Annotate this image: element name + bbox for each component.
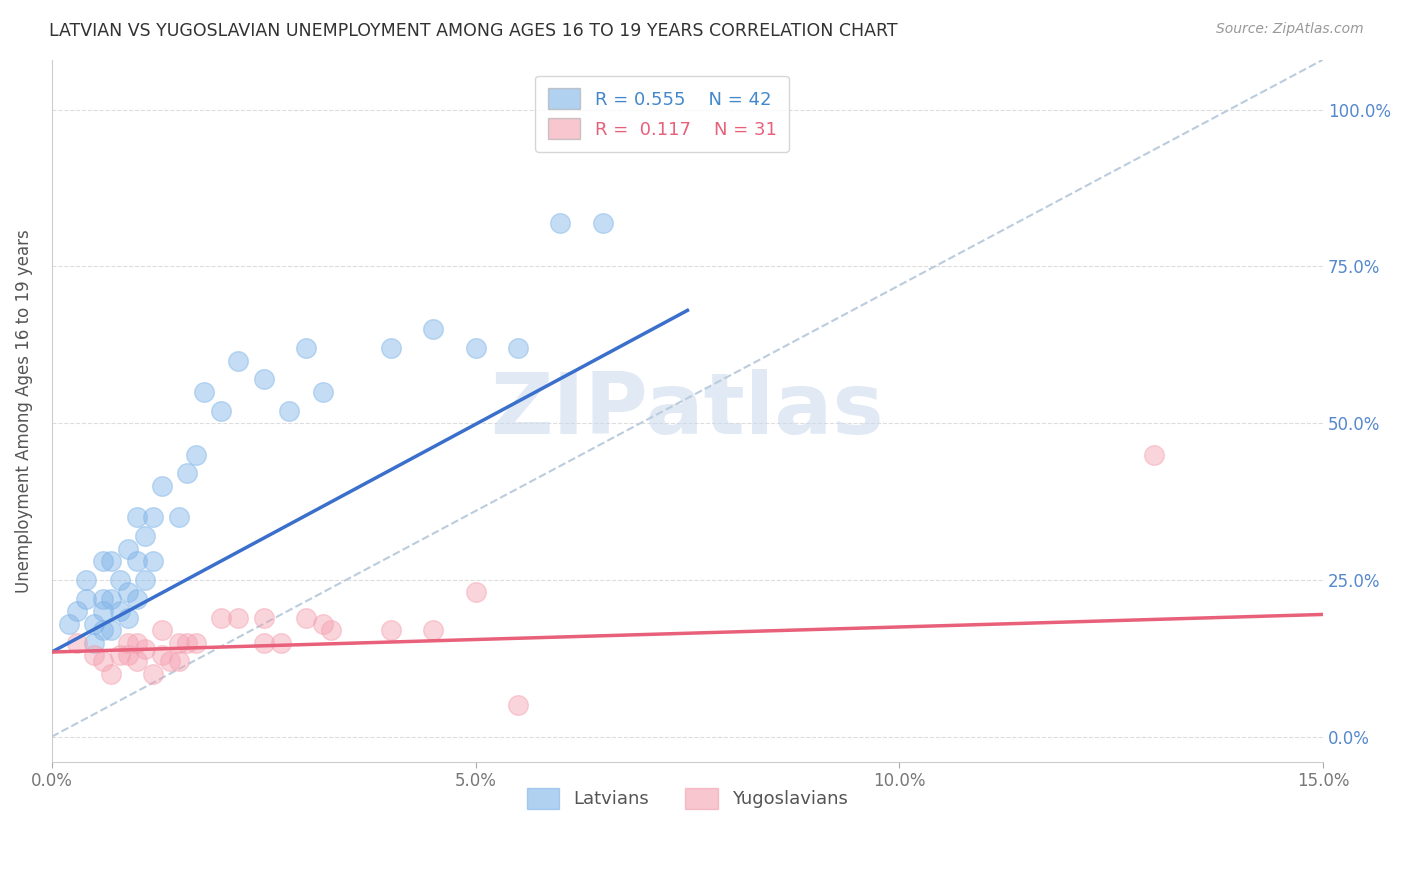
Point (176, 467, 198, 481)
Point (422, 623, 444, 637)
Point (380, 341, 402, 355)
Point (125, 591, 148, 606)
Point (91, 554, 114, 568)
Point (1142, 448, 1164, 462)
Point (117, 635, 139, 649)
Point (125, 554, 148, 568)
Point (150, 648, 173, 663)
Point (167, 510, 190, 524)
Point (150, 623, 173, 637)
Point (100, 623, 122, 637)
Point (312, 384, 335, 399)
Point (167, 655, 190, 669)
Point (117, 541, 139, 556)
Point (295, 610, 318, 624)
Point (134, 573, 156, 587)
Point (75, 573, 97, 587)
Point (91, 591, 114, 606)
Point (226, 610, 249, 624)
Point (142, 667, 165, 681)
Text: Source: ZipAtlas.com: Source: ZipAtlas.com (1216, 22, 1364, 37)
Text: LATVIAN VS YUGOSLAVIAN UNEMPLOYMENT AMONG AGES 16 TO 19 YEARS CORRELATION CHART: LATVIAN VS YUGOSLAVIAN UNEMPLOYMENT AMON… (49, 22, 898, 40)
Point (108, 648, 131, 663)
Point (506, 341, 529, 355)
Point (464, 585, 486, 599)
Point (464, 341, 486, 355)
Legend: Latvians, Yugoslavians: Latvians, Yugoslavians (519, 780, 855, 816)
Point (209, 610, 232, 624)
Y-axis label: Unemployment Among Ages 16 to 19 years: Unemployment Among Ages 16 to 19 years (15, 229, 32, 592)
Point (100, 667, 122, 681)
Point (295, 341, 318, 355)
Point (58, 616, 80, 631)
Point (592, 216, 614, 230)
Point (193, 384, 215, 399)
Point (506, 698, 529, 713)
Point (209, 403, 232, 417)
Point (270, 635, 292, 649)
Point (134, 529, 156, 543)
Point (100, 554, 122, 568)
Point (321, 623, 343, 637)
Point (176, 635, 198, 649)
Point (134, 641, 156, 656)
Point (184, 448, 207, 462)
Point (117, 610, 139, 624)
Point (159, 655, 181, 669)
Point (83, 648, 105, 663)
Point (117, 648, 139, 663)
Point (91, 655, 114, 669)
Point (83, 635, 105, 649)
Point (253, 635, 276, 649)
Point (66, 604, 89, 618)
Point (108, 604, 131, 618)
Point (100, 591, 122, 606)
Point (312, 616, 335, 631)
Point (75, 591, 97, 606)
Point (226, 353, 249, 368)
Text: ZIPatlas: ZIPatlas (491, 369, 884, 452)
Point (253, 372, 276, 386)
Point (278, 403, 301, 417)
Point (125, 635, 148, 649)
Point (142, 510, 165, 524)
Point (91, 623, 114, 637)
Point (380, 623, 402, 637)
Point (167, 635, 190, 649)
Point (66, 635, 89, 649)
Point (125, 510, 148, 524)
Point (142, 554, 165, 568)
Point (83, 616, 105, 631)
Point (253, 610, 276, 624)
Point (117, 585, 139, 599)
Point (125, 655, 148, 669)
Point (550, 216, 572, 230)
Point (91, 604, 114, 618)
Point (184, 635, 207, 649)
Point (422, 322, 444, 336)
Point (108, 573, 131, 587)
Point (150, 479, 173, 493)
